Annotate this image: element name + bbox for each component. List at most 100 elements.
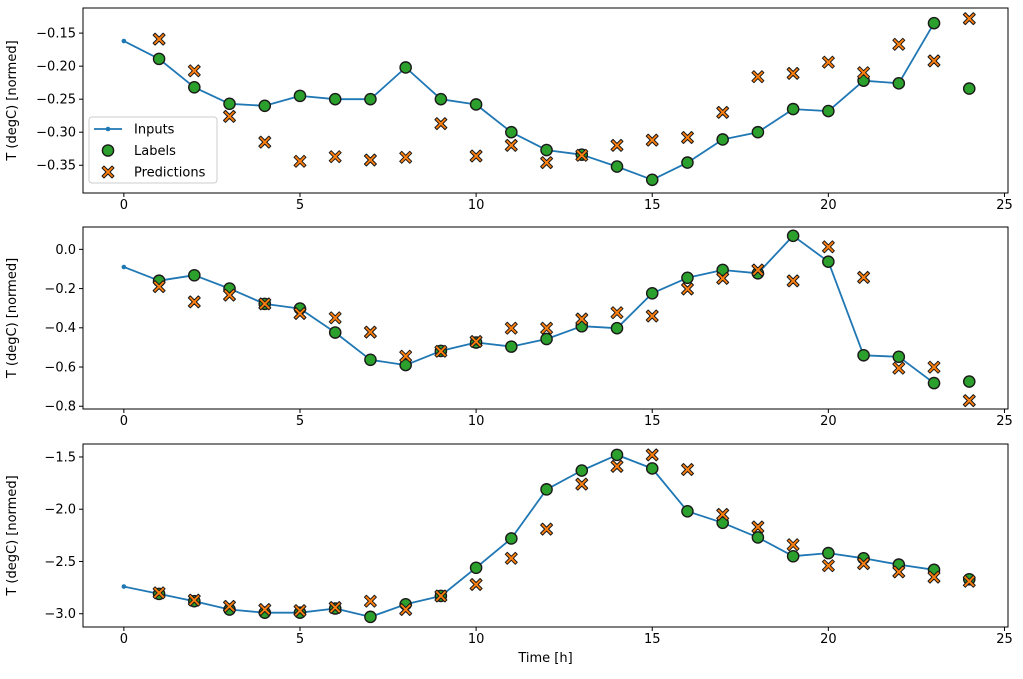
labels-marker <box>469 561 483 575</box>
predictions-marker <box>927 570 941 584</box>
labels-marker <box>786 549 800 563</box>
labels-marker <box>645 173 659 187</box>
labels-marker <box>892 77 906 90</box>
y-axis: −1.5 −2.0 −2.5 −3.0 <box>44 450 83 622</box>
y-axis-label: T (degC) [normed] <box>5 475 20 596</box>
labels-marker <box>962 375 976 388</box>
predictions-marker <box>962 574 976 588</box>
predictions-marker <box>927 54 941 68</box>
predictions-marker <box>751 70 765 84</box>
labels-marker <box>822 104 835 118</box>
predictions-marker <box>152 280 166 294</box>
predictions-marker <box>363 325 377 339</box>
labels-marker <box>152 52 166 66</box>
labels-marker <box>293 89 307 103</box>
subplot-2: 0 5 10 15 20 25 0.0 −0.2 −0.4 −0.6 −0.8 T (degC) [n… <box>5 226 1013 429</box>
predictions-marker <box>434 344 448 358</box>
labels-marker <box>716 263 729 277</box>
predictions-marker <box>786 274 800 288</box>
predictions-marker <box>399 150 413 164</box>
predictions-marker <box>927 360 941 374</box>
predictions-marker <box>610 459 624 473</box>
predictions-marker <box>363 153 377 167</box>
predictions-markers <box>152 448 976 618</box>
labels-marker <box>892 350 906 364</box>
x-tick-label: 5 <box>296 632 304 647</box>
labels-marker <box>645 462 659 475</box>
inputs-line <box>121 233 937 386</box>
x-tick-label: 25 <box>996 632 1013 647</box>
labels-marker <box>434 92 448 106</box>
y-axis-label: T (degC) [normed] <box>5 40 20 161</box>
labels-marker <box>610 448 624 462</box>
axes-frame <box>82 226 1009 410</box>
predictions-marker <box>857 557 871 571</box>
labels-marker <box>716 133 729 146</box>
predictions-marker <box>610 306 624 320</box>
predictions-marker <box>328 150 342 164</box>
labels-marker <box>681 271 694 285</box>
predictions-marker <box>293 307 307 320</box>
x-axis: 0 5 10 15 20 25 <box>120 193 1013 213</box>
x-tick-label: 20 <box>820 414 837 429</box>
labels-markers <box>152 448 976 624</box>
legend-entry-predictions: Predictions <box>101 165 206 180</box>
labels-marker <box>223 97 236 111</box>
labels-marker <box>505 532 518 545</box>
predictions-marker <box>857 270 871 284</box>
y-tick-label: −0.35 <box>36 159 76 174</box>
y-tick-label: −0.4 <box>44 321 76 336</box>
predictions-marker <box>857 66 871 80</box>
predictions-marker <box>962 12 976 26</box>
inputs-dot <box>121 38 127 44</box>
y-tick-label: −2.5 <box>44 555 76 570</box>
x-tick-label: 0 <box>120 198 128 213</box>
predictions-marker <box>399 349 413 363</box>
x-tick-label: 0 <box>120 414 128 429</box>
labels-marker <box>540 332 553 346</box>
predictions-marker <box>469 335 483 348</box>
predictions-marker <box>681 131 694 144</box>
labels-marker <box>681 156 694 169</box>
y-tick-label: −0.15 <box>36 27 76 42</box>
predictions-marker <box>399 603 413 616</box>
legend-entry-label: Predictions <box>134 165 206 180</box>
axes-frame <box>82 443 1009 628</box>
predictions-marker <box>821 559 835 573</box>
predictions-markers <box>152 12 976 170</box>
predictions-marker <box>504 321 518 335</box>
labels-marker <box>786 229 800 243</box>
inputs-path <box>123 234 935 384</box>
predictions-marker <box>434 589 448 603</box>
legend-inputs-dot-sample <box>105 126 111 132</box>
predictions-marker <box>540 321 554 335</box>
inputs-dot <box>121 264 127 270</box>
predictions-marker <box>469 578 483 591</box>
predictions-marker <box>645 133 659 147</box>
labels-marker <box>399 61 412 74</box>
y-tick-label: −3.0 <box>44 607 76 622</box>
predictions-marker <box>504 138 518 152</box>
predictions-marker <box>328 601 342 614</box>
labels-marker <box>505 340 518 353</box>
legend-entry-inputs: Inputs <box>94 122 175 137</box>
predictions-marker <box>187 593 201 607</box>
legend-entry-labels: Labels <box>101 144 176 159</box>
x-axis: 0 5 10 15 20 25 <box>120 627 1013 647</box>
predictions-marker <box>716 507 730 521</box>
labels-marker <box>469 98 483 111</box>
x-tick-label: 0 <box>120 632 128 647</box>
predictions-marker <box>258 135 272 149</box>
labels-markers <box>152 16 976 187</box>
predictions-marker <box>469 149 483 163</box>
predictions-marker <box>434 117 448 131</box>
predictions-marker <box>645 448 659 462</box>
labels-marker <box>540 483 553 496</box>
labels-markers <box>152 229 976 390</box>
x-tick-label: 20 <box>820 632 837 647</box>
predictions-marker <box>751 520 765 534</box>
y-tick-label: −0.2 <box>44 282 76 297</box>
labels-marker <box>857 348 870 362</box>
predictions-marker <box>293 604 307 618</box>
